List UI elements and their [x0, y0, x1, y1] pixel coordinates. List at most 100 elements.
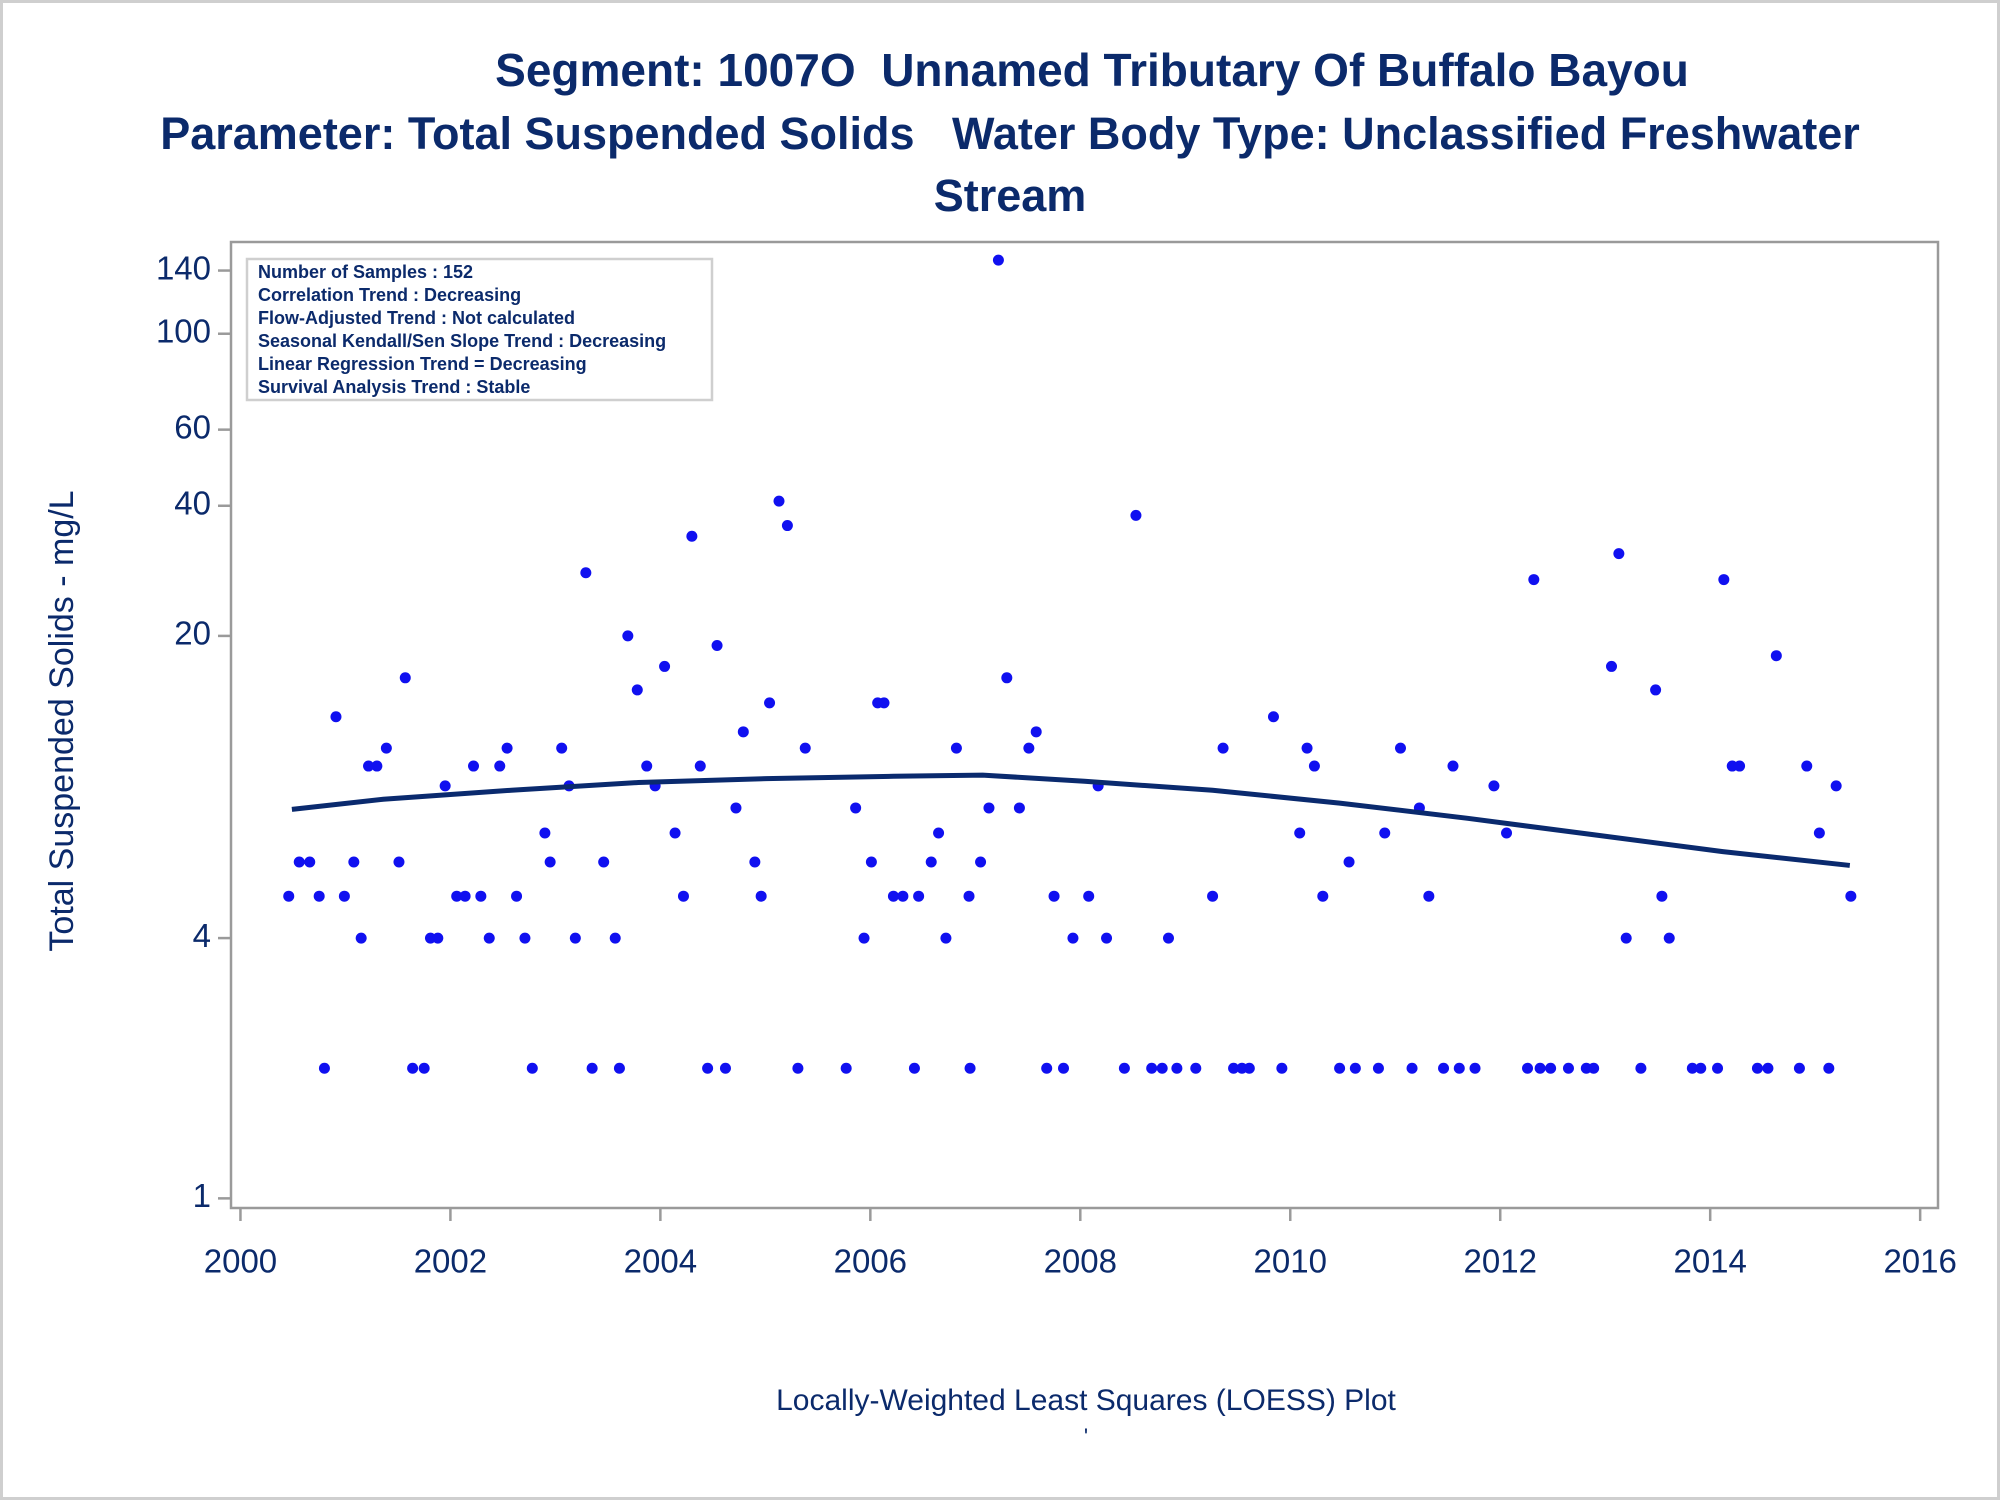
data-point: [439, 780, 451, 792]
data-point: [1276, 1062, 1288, 1074]
data-point: [569, 932, 581, 944]
data-point: [1101, 932, 1113, 944]
data-point: [1534, 1062, 1546, 1074]
data-point: [1379, 827, 1391, 839]
x-tick-label: 2002: [414, 1243, 487, 1280]
data-point: [1190, 1062, 1202, 1074]
y-tick-label: 20: [174, 615, 211, 652]
data-point: [850, 802, 862, 814]
data-point: [1545, 1062, 1557, 1074]
data-point: [677, 890, 689, 902]
data-point: [773, 495, 785, 507]
data-point: [1001, 672, 1013, 684]
y-tick-label: 4: [193, 917, 211, 954]
data-point: [1058, 1062, 1070, 1074]
data-point: [1469, 1062, 1481, 1074]
data-point: [1067, 932, 1079, 944]
data-point: [1620, 932, 1632, 944]
data-point: [399, 672, 411, 684]
y-tick-label: 40: [174, 484, 211, 521]
data-point: [1823, 1062, 1835, 1074]
data-point: [1501, 827, 1513, 839]
data-point: [1394, 742, 1406, 754]
data-point: [641, 760, 653, 772]
annotation: Seasonal Kendall/Sen Slope Trend : Decre…: [258, 331, 666, 351]
data-point: [494, 760, 506, 772]
data-point: [380, 742, 392, 754]
data-point: [371, 760, 383, 772]
data-point: [1770, 650, 1782, 662]
data-point: [1813, 827, 1825, 839]
data-point: [764, 697, 776, 709]
data-point: [1267, 711, 1279, 723]
data-point: [609, 932, 621, 944]
data-point: [1447, 760, 1459, 772]
data-point: [598, 856, 610, 868]
data-point: [1712, 1062, 1724, 1074]
data-point: [908, 1062, 920, 1074]
y-axis-label: Total Suspended Solids - mg/L: [43, 490, 81, 951]
data-point: [338, 890, 350, 902]
data-point: [1343, 856, 1355, 868]
x-tick-label: 2010: [1254, 1243, 1327, 1280]
data-point: [964, 1062, 976, 1074]
data-point: [897, 890, 909, 902]
data-point: [1217, 742, 1229, 754]
footnote-mark: ': [1084, 1424, 1088, 1449]
data-point: [792, 1062, 804, 1074]
data-point: [1562, 1062, 1574, 1074]
data-point: [1801, 760, 1813, 772]
data-point: [1228, 1062, 1240, 1074]
data-point: [355, 932, 367, 944]
data-point: [1845, 890, 1857, 902]
data-point: [475, 890, 487, 902]
data-point: [1793, 1062, 1805, 1074]
data-point: [887, 890, 899, 902]
data-point: [659, 660, 671, 672]
data-point: [711, 640, 723, 652]
data-point: [1635, 1062, 1647, 1074]
data-point: [1130, 509, 1142, 521]
y-tick-label: 140: [156, 249, 211, 286]
data-point: [799, 742, 811, 754]
data-point: [1301, 742, 1313, 754]
data-point: [755, 890, 767, 902]
data-point: [418, 1062, 430, 1074]
data-point: [975, 856, 987, 868]
data-point: [451, 890, 463, 902]
data-point: [1522, 1062, 1534, 1074]
data-point: [1207, 890, 1219, 902]
data-point: [432, 932, 444, 944]
data-point: [1734, 760, 1746, 772]
data-point: [1243, 1062, 1255, 1074]
x-tick-label: 2016: [1883, 1243, 1956, 1280]
data-point: [318, 1062, 330, 1074]
data-point: [539, 827, 551, 839]
data-point: [1613, 548, 1625, 560]
annotation: Flow-Adjusted Trend : Not calculated: [258, 308, 575, 328]
data-point: [622, 630, 634, 642]
data-point: [1718, 574, 1730, 586]
data-point: [1041, 1062, 1053, 1074]
data-point: [1438, 1062, 1450, 1074]
annotation: Linear Regression Trend = Decreasing: [258, 354, 587, 374]
data-point: [1118, 1062, 1130, 1074]
data-point: [694, 760, 706, 772]
x-tick-label: 2012: [1464, 1243, 1537, 1280]
annotation: Survival Analysis Trend : Stable: [258, 377, 530, 397]
x-tick-label: 2006: [834, 1243, 907, 1280]
data-point: [913, 890, 925, 902]
data-point: [1372, 1062, 1384, 1074]
data-point: [925, 856, 937, 868]
data-point: [631, 684, 643, 696]
data-point: [501, 742, 513, 754]
data-point: [348, 856, 360, 868]
data-point: [544, 856, 556, 868]
data-point: [1453, 1062, 1465, 1074]
data-point: [1048, 890, 1060, 902]
data-point: [749, 856, 761, 868]
y-tick-label: 100: [156, 312, 211, 349]
data-point: [1663, 932, 1675, 944]
data-point: [737, 726, 749, 738]
